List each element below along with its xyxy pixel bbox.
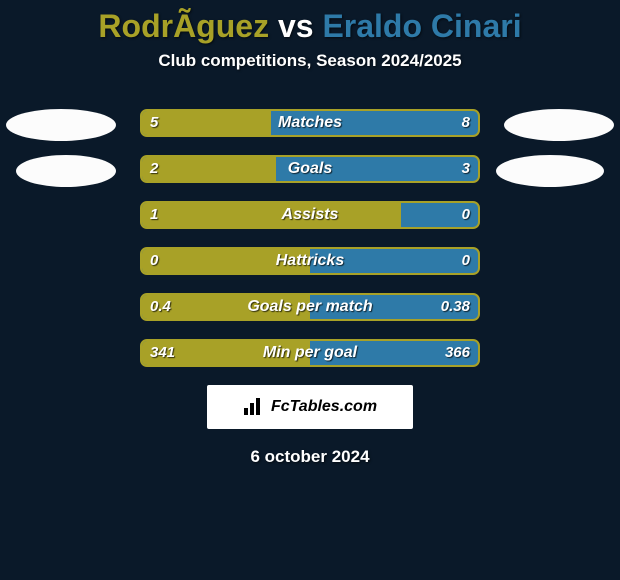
stat-label: Assists [142,203,478,227]
stat-value-right: 8 [462,111,470,135]
stat-value-left: 5 [150,111,158,135]
stat-value-left: 341 [150,341,175,365]
stat-value-left: 1 [150,203,158,227]
stat-value-right: 0.38 [441,295,470,319]
title-player2: Eraldo Cinari [322,8,521,44]
stat-value-left: 0.4 [150,295,171,319]
stat-row: 0.4 Goals per match 0.38 [0,293,620,321]
date: 6 october 2024 [0,447,620,467]
stat-row: 2 Goals 3 [0,155,620,183]
comparison-widget: RodrÃ­guez vs Eraldo Cinari Club competi… [0,0,620,580]
stat-label: Hattricks [142,249,478,273]
title-player1: RodrÃ­guez [98,8,269,44]
stat-row: 341 Min per goal 366 [0,339,620,367]
stat-value-left: 2 [150,157,158,181]
credit-badge[interactable]: FcTables.com [207,385,413,429]
stat-label: Min per goal [142,341,478,365]
stat-bar: 0 Hattricks 0 [140,247,480,275]
stat-label: Goals [142,157,478,181]
stat-bar: 2 Goals 3 [140,155,480,183]
bar-chart-icon [243,398,265,416]
subtitle: Club competitions, Season 2024/2025 [0,51,620,71]
stat-row: 1 Assists 0 [0,201,620,229]
stat-label: Matches [142,111,478,135]
stat-value-right: 0 [462,203,470,227]
stats-area: 5 Matches 8 2 Goals 3 1 Assists 0 [0,109,620,367]
stat-bar: 1 Assists 0 [140,201,480,229]
credit-text: FcTables.com [271,398,377,416]
stat-value-left: 0 [150,249,158,273]
title-vs: vs [278,8,314,44]
title: RodrÃ­guez vs Eraldo Cinari [0,0,620,45]
stat-bar: 0.4 Goals per match 0.38 [140,293,480,321]
stat-value-right: 3 [462,157,470,181]
stat-value-right: 0 [462,249,470,273]
stat-bar: 5 Matches 8 [140,109,480,137]
stat-value-right: 366 [445,341,470,365]
stat-bar: 341 Min per goal 366 [140,339,480,367]
stat-row: 0 Hattricks 0 [0,247,620,275]
stat-label: Goals per match [142,295,478,319]
stat-row: 5 Matches 8 [0,109,620,137]
